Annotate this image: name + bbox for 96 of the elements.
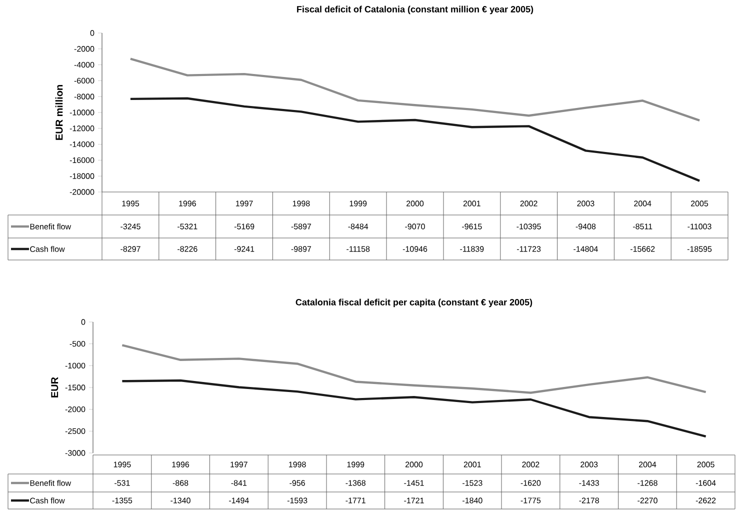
- y-tick-label: -10000: [70, 110, 94, 116]
- data-label: -1368: [346, 480, 366, 486]
- line-series: [121, 379, 707, 438]
- x-tick-label: 1999: [350, 200, 367, 206]
- data-label: -5897: [291, 224, 312, 230]
- legend-label: Cash flow: [30, 498, 65, 504]
- y-tick-label: -12000: [70, 126, 94, 132]
- y-tick-label: -2000: [74, 46, 94, 52]
- legend-label: Cash flow: [30, 246, 65, 252]
- data-label: -2622: [696, 498, 716, 504]
- y-tick-label: -2000: [65, 406, 86, 412]
- x-tick-label: 1996: [172, 462, 190, 468]
- x-tick-label: 1995: [122, 200, 140, 206]
- data-label: -1721: [404, 498, 424, 504]
- data-label: -3245: [120, 224, 140, 230]
- line-series: [121, 344, 707, 394]
- data-label: -841: [231, 480, 247, 486]
- data-label: -9615: [462, 224, 482, 230]
- y-tick-label: -500: [70, 340, 86, 347]
- legend-label: Benefit flow: [30, 224, 72, 230]
- data-label: -1268: [638, 480, 658, 486]
- y-tick-label: 0: [81, 319, 86, 325]
- y-tick-label: -6000: [74, 78, 94, 84]
- data-label: -1771: [346, 498, 366, 504]
- data-label: -11158: [346, 246, 370, 252]
- x-tick-label: 2003: [580, 462, 598, 468]
- line-series: [129, 58, 701, 122]
- x-tick-label: 2002: [522, 462, 540, 468]
- y-tick-label: -4000: [74, 62, 94, 68]
- chart-title: Catalonia fiscal deficit per capita (constant € year 2005): [296, 298, 532, 308]
- x-tick-label: 1997: [230, 462, 248, 468]
- data-label: -1604: [696, 480, 716, 486]
- x-tick-label: 2000: [406, 200, 424, 206]
- y-tick-label: -1000: [65, 362, 86, 368]
- data-label: -868: [172, 480, 188, 486]
- x-tick-label: 1997: [236, 200, 253, 206]
- y-tick-label: 0: [90, 30, 94, 36]
- y-tick-label: -18000: [70, 173, 94, 179]
- data-label: -1494: [229, 498, 249, 504]
- data-label: -2178: [579, 498, 599, 504]
- data-label: -10395: [516, 224, 541, 230]
- data-label: -18595: [687, 246, 712, 252]
- data-label: -531: [114, 480, 130, 486]
- x-tick-label: 2005: [697, 462, 714, 468]
- data-label: -1775: [520, 498, 541, 504]
- data-label: -11839: [460, 246, 484, 252]
- y-tick-label: -8000: [74, 94, 94, 100]
- x-tick-label: 2001: [464, 462, 481, 468]
- data-label: -14804: [574, 246, 598, 252]
- x-tick-label: 2004: [634, 200, 652, 206]
- data-label: -9408: [576, 224, 596, 230]
- data-label: -1451: [404, 480, 424, 486]
- x-tick-label: 2000: [406, 462, 423, 468]
- x-tick-label: 1995: [114, 462, 131, 468]
- y-tick-label: -1500: [65, 384, 86, 390]
- data-label: -1340: [170, 498, 190, 504]
- data-label: -5321: [178, 224, 198, 230]
- y-tick-label: -16000: [70, 157, 94, 164]
- x-tick-label: 1998: [292, 200, 310, 206]
- y-tick-label: -14000: [70, 141, 94, 148]
- x-tick-label: 1998: [289, 462, 306, 468]
- data-label: -1840: [462, 498, 482, 504]
- data-label: -1433: [579, 480, 599, 486]
- data-label: -956: [290, 480, 305, 486]
- data-label: -8226: [178, 246, 198, 252]
- y-axis-title: EUR million: [55, 85, 63, 140]
- data-label: -8484: [348, 224, 368, 230]
- data-label: -8511: [633, 224, 652, 230]
- data-label: -15662: [630, 246, 655, 252]
- data-label: -2270: [638, 498, 658, 504]
- x-tick-label: 2003: [577, 200, 594, 206]
- data-label: -9241: [234, 246, 254, 252]
- data-label: -11003: [688, 224, 712, 230]
- y-tick-label: -20000: [70, 189, 94, 195]
- data-label: -1355: [112, 498, 132, 504]
- x-tick-label: 2001: [463, 200, 480, 206]
- x-tick-label: 1999: [347, 462, 364, 468]
- data-label: -5169: [234, 224, 254, 230]
- data-label: -11723: [517, 246, 541, 252]
- data-label: -10946: [402, 246, 428, 252]
- data-label: -1523: [462, 480, 482, 486]
- y-axis-title: EUR: [51, 377, 58, 398]
- x-tick-label: 2005: [691, 200, 708, 206]
- data-label: -1593: [287, 498, 308, 504]
- legend-label: Benefit flow: [30, 480, 72, 486]
- data-label: -9897: [291, 246, 312, 252]
- x-tick-label: 1996: [179, 200, 196, 206]
- chart-title: Fiscal deficit of Catalonia (constant million € year 2005): [297, 6, 534, 14]
- data-label: -8297: [120, 246, 140, 252]
- line-series: [129, 97, 701, 182]
- y-tick-label: -2500: [65, 428, 86, 434]
- data-label: -9070: [405, 224, 425, 230]
- y-tick-label: -3000: [65, 450, 86, 456]
- x-tick-label: 2002: [520, 200, 538, 206]
- x-tick-label: 2004: [639, 462, 656, 468]
- data-label: -1620: [520, 480, 541, 486]
